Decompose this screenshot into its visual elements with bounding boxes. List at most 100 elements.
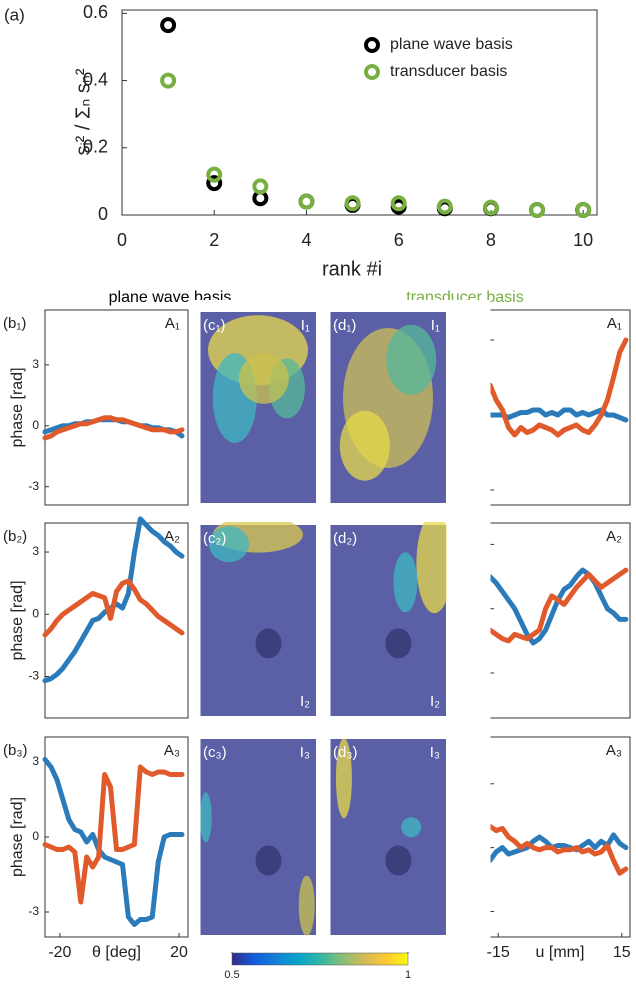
data-line xyxy=(487,567,629,644)
marker xyxy=(529,201,546,218)
corner-label: A₂ xyxy=(164,528,180,545)
image-feature xyxy=(401,817,422,838)
image-feature xyxy=(416,513,453,614)
image-label: (c₃) xyxy=(203,744,227,761)
image-feature xyxy=(298,875,315,936)
data-line xyxy=(42,578,185,638)
image-tag: I₁ xyxy=(431,317,440,334)
gutter xyxy=(446,300,491,945)
x-tick-label: 15 xyxy=(613,944,631,961)
image-label: (d₁) xyxy=(333,317,356,334)
data-line xyxy=(487,832,629,863)
data-line xyxy=(42,415,185,441)
axes-box xyxy=(121,9,598,216)
y-axis-label: sᵢ² / Σₙ sₙ² xyxy=(72,68,94,155)
x-axis-label: u [mm] xyxy=(536,944,585,961)
panel-label: (b₃) xyxy=(3,742,27,759)
marker xyxy=(298,193,315,210)
colorbar xyxy=(231,952,409,966)
image-feature xyxy=(386,324,437,395)
image-feature xyxy=(209,526,249,563)
axes-box xyxy=(489,309,631,506)
y-tick-label: 0 xyxy=(32,829,39,843)
marker xyxy=(252,178,269,195)
x-tick-label: 2 xyxy=(209,230,219,250)
corner-label: A₁ xyxy=(165,315,180,332)
legend-marker xyxy=(364,37,380,53)
image-panel xyxy=(200,739,316,935)
colorbar-tick-label: 0.5 xyxy=(224,969,239,981)
y-tick-label: 0.2 xyxy=(83,137,108,157)
image-feature xyxy=(255,628,282,659)
image-feature xyxy=(393,552,418,613)
y-axis-label: phase [rad] xyxy=(9,580,26,660)
y-tick-label: -3 xyxy=(28,479,39,493)
image-label: (d₃) xyxy=(333,744,357,761)
colorbar-tick-label: 1 xyxy=(405,969,411,981)
corner-label: A₃ xyxy=(164,742,180,759)
image-feature xyxy=(199,792,212,843)
image-tag: I₃ xyxy=(430,744,440,761)
x-tick-label: -15 xyxy=(487,944,510,961)
data-line xyxy=(487,337,629,438)
y-tick-label: 0.6 xyxy=(83,2,108,22)
y-tick-label: 0 xyxy=(32,606,39,620)
image-tag: I₂ xyxy=(430,693,440,710)
marker xyxy=(206,175,223,192)
panel-label: (b₁) xyxy=(3,315,26,332)
data-line xyxy=(487,823,629,876)
y-axis-label: phase [rad] xyxy=(9,797,26,877)
x-tick-label: 6 xyxy=(394,230,404,250)
axes-box xyxy=(489,522,631,719)
image-feature xyxy=(385,845,412,876)
y-tick-label: -3 xyxy=(28,669,39,683)
data-line xyxy=(42,764,185,905)
y-tick-label: -3 xyxy=(28,904,39,918)
axes-box xyxy=(489,736,631,938)
gutter xyxy=(189,300,201,945)
x-axis-label: rank #i xyxy=(322,258,382,280)
image-feature xyxy=(335,738,352,819)
x-tick-label: 0 xyxy=(117,230,127,250)
image-tag: I₂ xyxy=(300,693,310,710)
panel-label: (a) xyxy=(4,5,25,24)
marker xyxy=(575,201,592,218)
marker xyxy=(160,17,177,34)
x-tick-label: -20 xyxy=(48,944,71,961)
image-label: (c₂) xyxy=(203,530,226,547)
axes-box xyxy=(44,309,189,506)
x-tick-label: 8 xyxy=(486,230,496,250)
legend-label: plane wave basis xyxy=(390,36,513,53)
gutter xyxy=(189,938,489,952)
x-tick-label: 10 xyxy=(573,230,593,250)
gutter xyxy=(189,300,489,309)
image-tag: I₁ xyxy=(301,317,310,334)
y-axis-label: phase [rad] xyxy=(9,367,26,447)
x-tick-label: 4 xyxy=(301,230,311,250)
x-axis-label: θ [deg] xyxy=(92,944,141,961)
y-tick-label: 3 xyxy=(32,544,39,558)
image-feature xyxy=(339,410,390,481)
gutter xyxy=(316,300,331,945)
image-feature xyxy=(238,353,289,404)
image-tag: I₃ xyxy=(300,744,310,761)
y-tick-label: 3 xyxy=(32,754,39,768)
marker xyxy=(206,166,223,183)
y-tick-label: 0.4 xyxy=(83,69,108,89)
corner-label: A₂ xyxy=(606,528,622,545)
marker xyxy=(482,199,499,216)
legend-marker xyxy=(364,64,380,80)
marker xyxy=(436,198,453,215)
image-label: (d₂) xyxy=(333,530,357,547)
y-tick-label: 0 xyxy=(32,418,39,432)
x-tick-label: 20 xyxy=(170,944,188,961)
corner-label: A₁ xyxy=(607,315,622,332)
image-label: (c₁) xyxy=(203,317,226,334)
y-tick-label: 3 xyxy=(32,357,39,371)
gutter xyxy=(189,719,489,736)
legend-label: transducer basis xyxy=(390,63,507,80)
gutter xyxy=(189,506,489,522)
marker xyxy=(344,195,361,212)
marker xyxy=(160,72,177,89)
